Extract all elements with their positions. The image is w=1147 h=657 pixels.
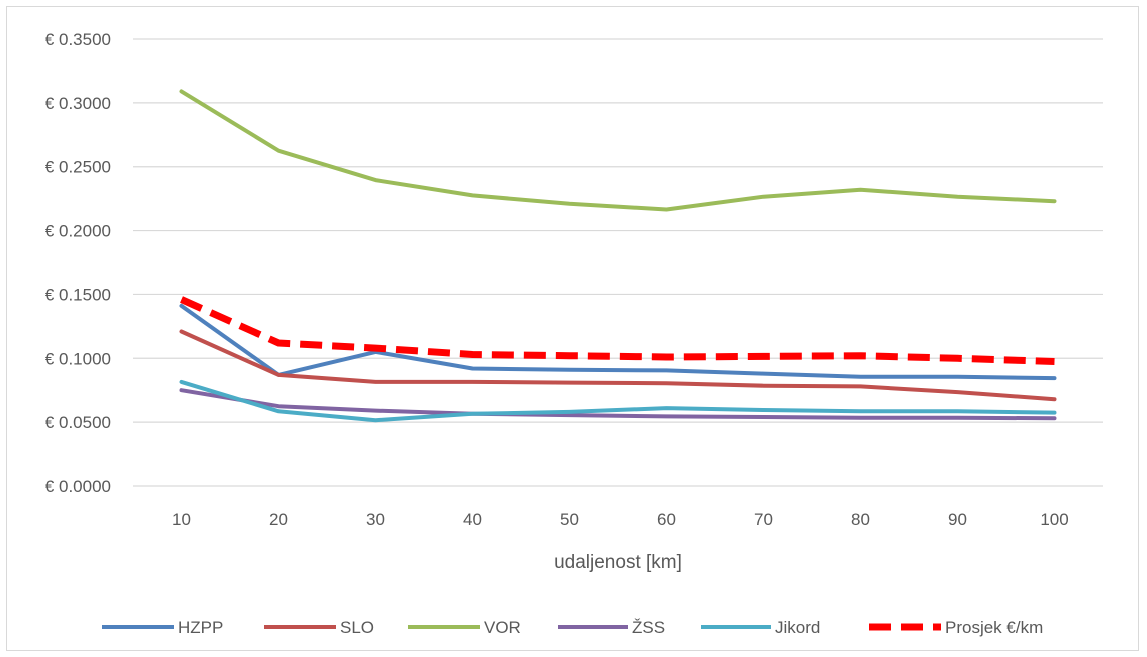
y-tick-label: € 0.2500: [45, 158, 111, 177]
y-tick-label: € 0.0500: [45, 413, 111, 432]
gridlines: [133, 38, 1103, 487]
x-tick-label: 100: [1040, 510, 1068, 529]
x-tick-label: 60: [657, 510, 676, 529]
legend-label: ŽSS: [632, 618, 665, 637]
x-tick-label: 30: [366, 510, 385, 529]
series-line-1: [179, 329, 1057, 402]
y-axis-tick-labels: € 0.0000 € 0.0500 € 0.1000 € 0.1500 € 0.2000…: [45, 30, 111, 496]
x-tick-label: 70: [754, 510, 773, 529]
x-tick-label: 80: [851, 510, 870, 529]
legend-label: HZPP: [178, 618, 223, 637]
chart-frame: [6, 6, 1139, 651]
series-lines: [179, 89, 1057, 423]
legend: HZPP SLO VOR ŽSS Jikord Prosjek €/km: [102, 618, 1043, 637]
x-tick-label: 40: [463, 510, 482, 529]
x-axis-title: udaljenost [km]: [554, 552, 682, 573]
series-line-3: [179, 388, 1057, 421]
y-tick-label: € 0.0000: [45, 477, 111, 496]
y-tick-label: € 0.3000: [45, 94, 111, 113]
series-line-5: [180, 296, 1055, 365]
x-tick-label: 50: [560, 510, 579, 529]
legend-label: SLO: [340, 618, 374, 637]
series-line-0: [179, 303, 1057, 381]
x-tick-label: 20: [269, 510, 288, 529]
series-line-4: [179, 379, 1057, 423]
legend-label: Prosjek €/km: [945, 618, 1043, 637]
y-tick-label: € 0.1000: [45, 349, 111, 368]
legend-label: Jikord: [775, 618, 820, 637]
series-line-2: [179, 89, 1057, 212]
y-tick-label: € 0.3500: [45, 30, 111, 49]
x-tick-label: 10: [172, 510, 191, 529]
x-axis-tick-labels: 10 20 30 40 50 60 70 80 90 100: [172, 510, 1069, 529]
legend-label: VOR: [484, 618, 521, 637]
x-tick-label: 90: [948, 510, 967, 529]
y-tick-label: € 0.1500: [45, 285, 111, 304]
y-tick-label: € 0.2000: [45, 222, 111, 241]
